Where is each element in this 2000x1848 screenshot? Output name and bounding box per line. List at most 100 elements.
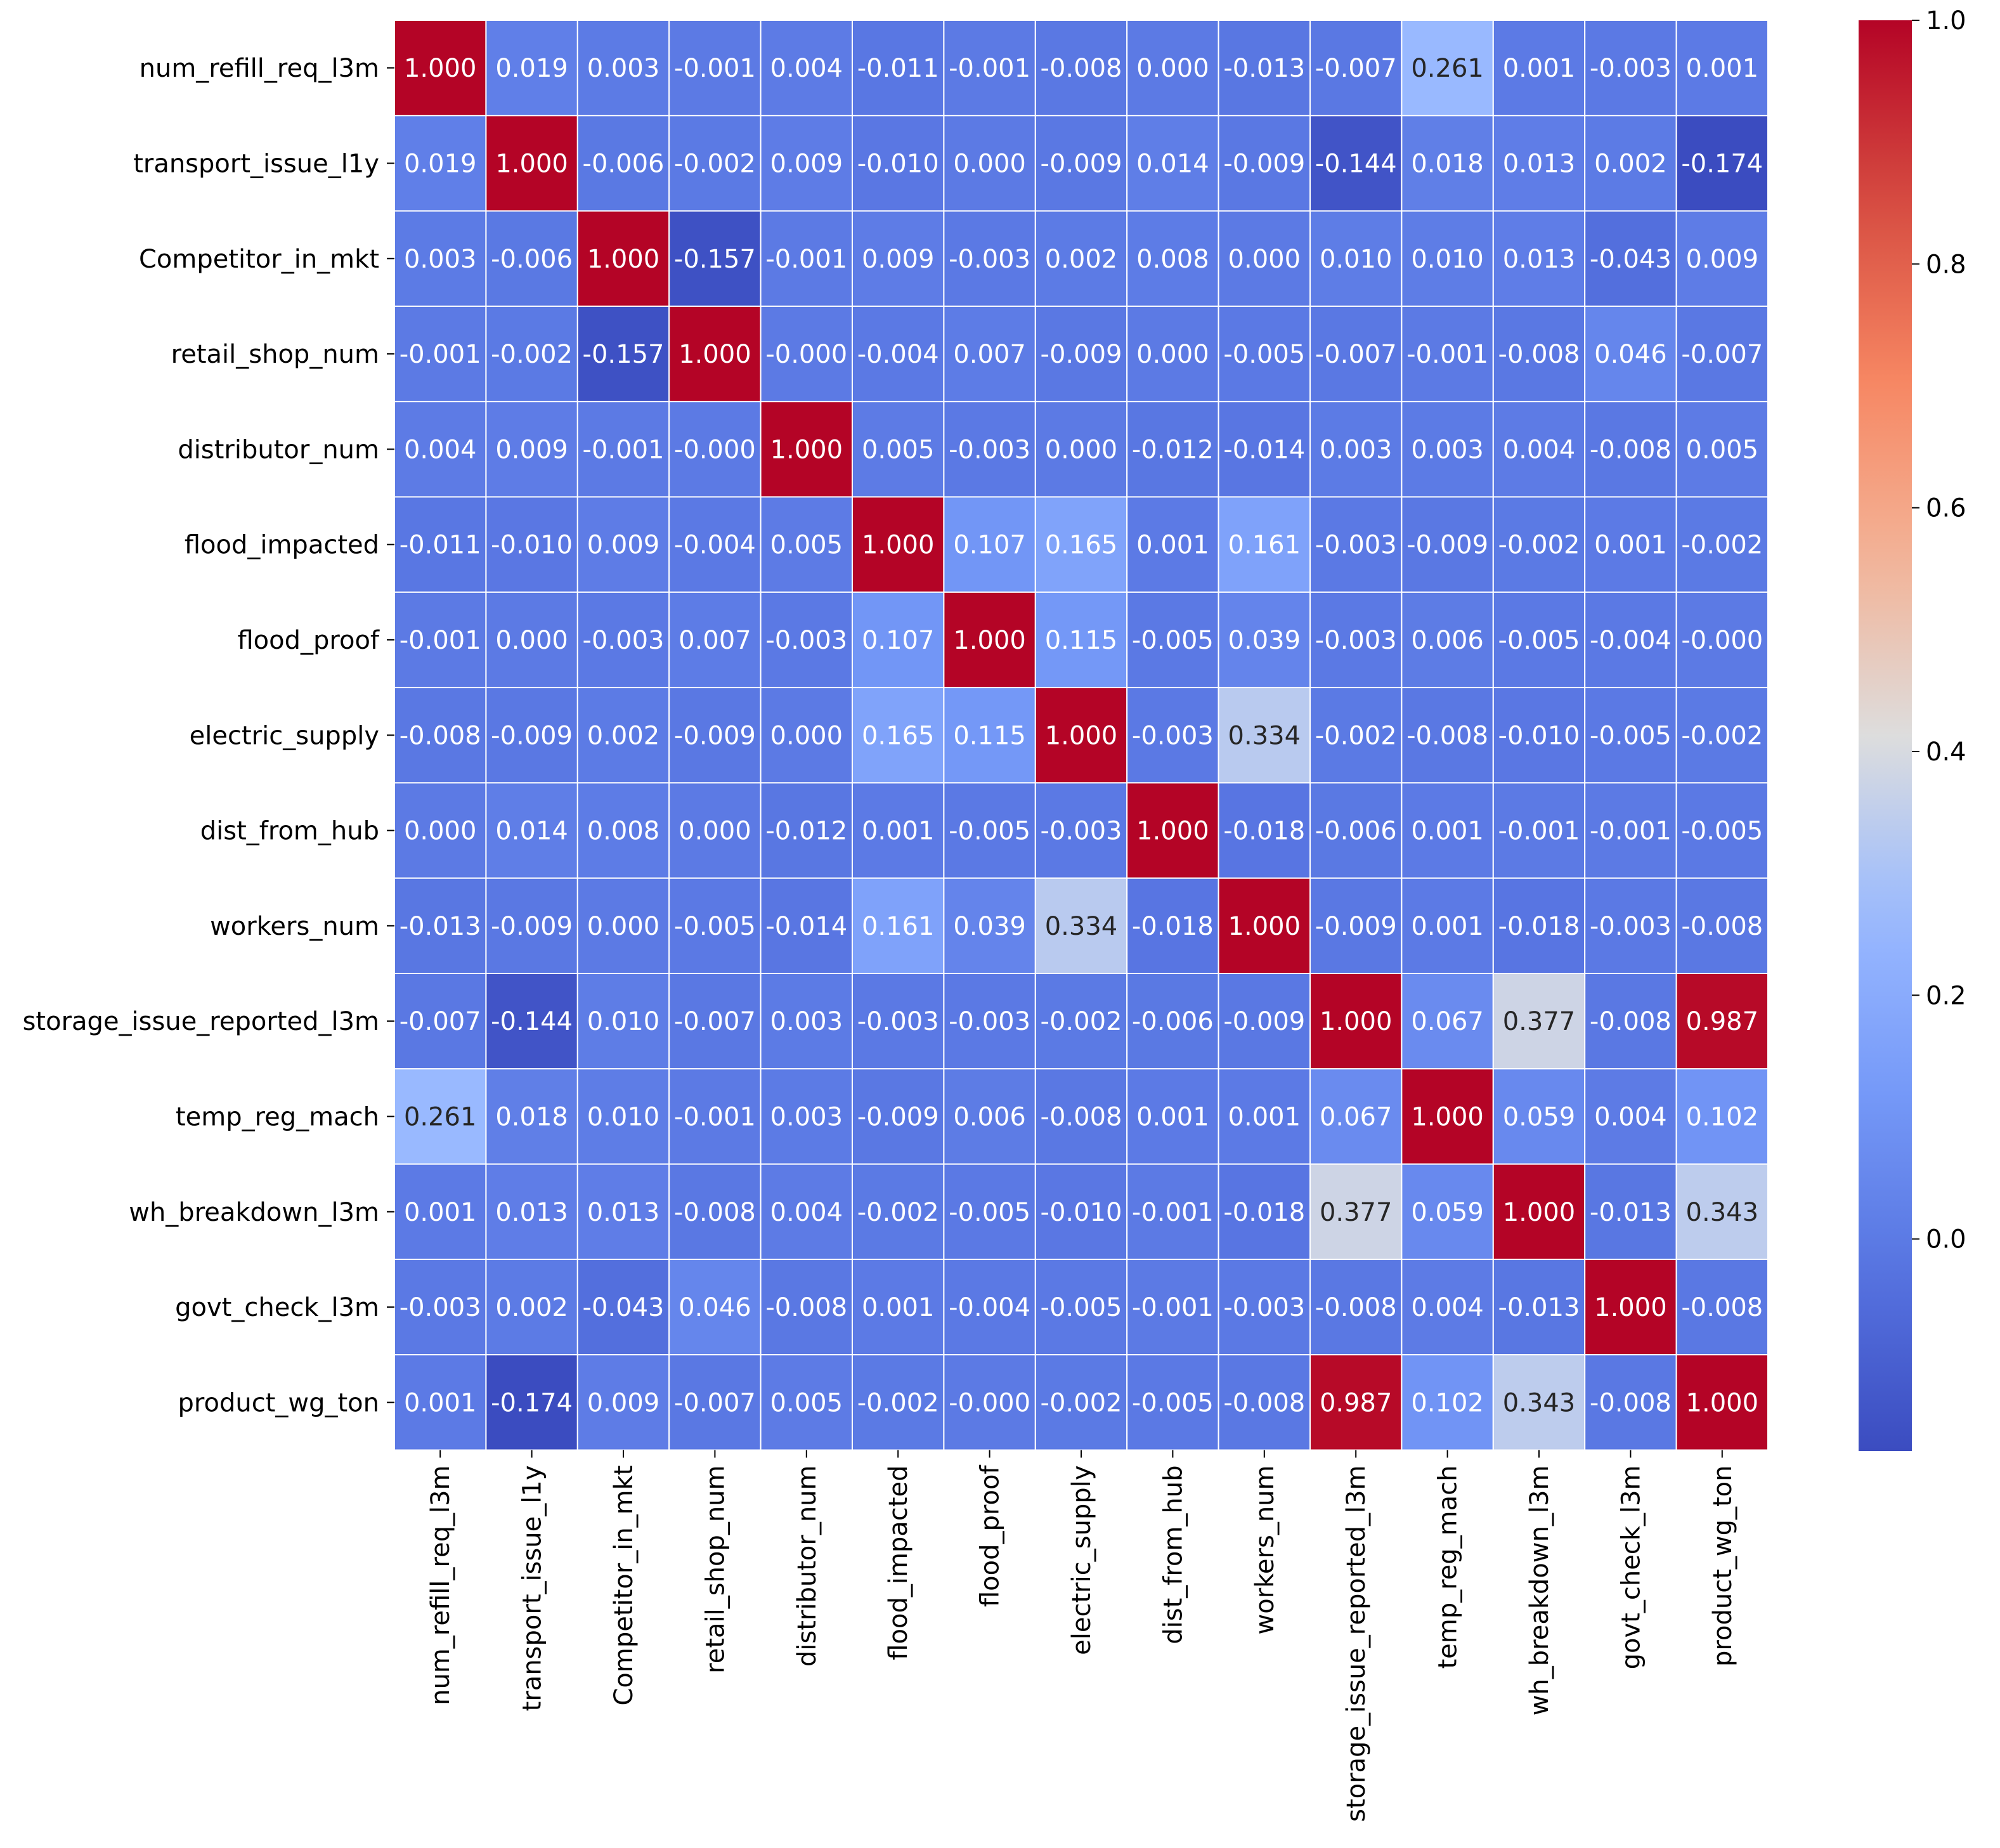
heatmap-cell: [1034, 1163, 1128, 1260]
cell-value-label: -0.001: [674, 1102, 756, 1131]
x-tick-label: dist_from_hub: [1159, 1466, 1188, 1644]
heatmap-cell: [1309, 1068, 1403, 1165]
cell-value-label: 0.014: [495, 817, 568, 846]
x-tick-label: num_refill_req_l3m: [426, 1466, 455, 1705]
cell-value-label: 0.005: [862, 435, 935, 464]
cell-value-label: -0.010: [1498, 721, 1580, 750]
cell-value-label: 0.000: [953, 149, 1026, 178]
colorbar-tick-label: 0.6: [1926, 494, 1966, 523]
heatmap-cell: [1492, 1163, 1586, 1260]
heatmap-cell: [1218, 115, 1311, 212]
heatmap-cell: [1218, 305, 1311, 403]
cell-value-label: 0.987: [1320, 1388, 1393, 1417]
heatmap-cell: [1675, 305, 1769, 403]
heatmap-cell: [485, 782, 578, 879]
heatmap-cell-labels: 1.000 0.019 0.003 -0.001 0.004 -0.011 -0.001 -0…: [399, 54, 1763, 1417]
cell-value-label: 0.161: [1228, 531, 1301, 560]
cell-value-label: -0.003: [1590, 54, 1672, 83]
cell-value-label: 0.001: [1411, 912, 1484, 941]
cell-value-label: -0.002: [1041, 1388, 1122, 1417]
heatmap-cell: [1401, 782, 1494, 879]
heatmap-cell: [1584, 973, 1677, 1070]
heatmap-cell: [852, 1163, 945, 1260]
heatmap-cell: [1126, 20, 1219, 117]
cell-value-label: 0.987: [1686, 1007, 1759, 1036]
cell-value-label: -0.018: [1223, 1198, 1305, 1227]
heatmap-cell: [1309, 591, 1403, 689]
cell-value-label: -0.014: [1223, 435, 1305, 464]
heatmap-cell: [1401, 1163, 1494, 1260]
heatmap-cell: [1584, 210, 1677, 307]
heatmap-cell: [576, 782, 670, 879]
heatmap-cell: [1218, 1163, 1311, 1260]
cell-value-label: 0.005: [770, 1388, 843, 1417]
cell-value-label: -0.013: [1223, 54, 1305, 83]
cell-value-label: -0.018: [1498, 912, 1580, 941]
heatmap-cell: [485, 115, 578, 212]
cell-value-label: -0.002: [857, 1198, 939, 1227]
cell-value-label: 0.261: [1411, 54, 1484, 83]
cell-value-label: 0.009: [1686, 245, 1759, 274]
heatmap-cell: [1584, 782, 1677, 879]
heatmap-cell: [943, 115, 1036, 212]
heatmap-cell: [943, 877, 1036, 974]
cell-value-label: 0.059: [1411, 1198, 1484, 1227]
cell-value-label: 0.003: [1320, 435, 1393, 464]
cell-value-label: 0.261: [404, 1102, 477, 1131]
cell-value-label: -0.006: [1132, 1007, 1214, 1036]
cell-value-label: -0.009: [674, 721, 756, 750]
heatmap-cell: [1675, 20, 1769, 117]
cell-value-label: 0.161: [862, 912, 935, 941]
heatmap-cell: [1675, 1354, 1769, 1451]
cell-value-label: -0.009: [1315, 912, 1397, 941]
heatmap-cell: [1034, 1258, 1128, 1356]
cell-value-label: -0.002: [857, 1388, 939, 1417]
cell-value-label: -0.001: [1406, 340, 1488, 369]
heatmap-cell: [1584, 115, 1677, 212]
cell-value-label: -0.005: [1132, 1388, 1214, 1417]
cell-value-label: -0.008: [674, 1198, 756, 1227]
cell-value-label: -0.004: [949, 1293, 1030, 1322]
cell-value-label: 0.107: [953, 531, 1026, 560]
heatmap-cell: [394, 877, 487, 974]
cell-value-label: -0.003: [399, 1293, 481, 1322]
heatmap-cell: [1401, 401, 1494, 498]
cell-value-label: 1.000: [1320, 1007, 1393, 1036]
cell-value-label: -0.003: [949, 245, 1030, 274]
heatmap-cell: [760, 1258, 853, 1356]
heatmap-cell: [394, 210, 487, 307]
cell-value-label: 1.000: [1594, 1293, 1667, 1322]
cell-value-label: -0.005: [1681, 817, 1763, 846]
heatmap-cell: [1492, 401, 1586, 498]
cell-value-label: -0.157: [674, 245, 756, 274]
cell-value-label: 0.009: [495, 435, 568, 464]
cell-value-label: -0.009: [491, 721, 573, 750]
cell-value-label: 0.000: [679, 817, 751, 846]
cell-value-label: -0.001: [583, 435, 665, 464]
cell-value-label: -0.008: [1590, 1007, 1672, 1036]
cell-value-label: -0.004: [674, 531, 756, 560]
heatmap-cell: [1309, 687, 1403, 784]
cell-value-label: 0.115: [1045, 626, 1118, 655]
cell-value-label: -0.013: [399, 912, 481, 941]
y-tick-label: temp_reg_mach: [176, 1102, 379, 1131]
heatmap-cell: [760, 1163, 853, 1260]
cell-value-label: 0.000: [404, 817, 477, 846]
cell-value-label: 0.001: [1686, 54, 1759, 83]
x-tick-label: flood_proof: [976, 1465, 1005, 1607]
heatmap-cell: [485, 20, 578, 117]
y-tick-label: wh_breakdown_l3m: [129, 1198, 379, 1227]
cell-value-label: -0.043: [1590, 245, 1672, 274]
heatmap-cell: [1675, 591, 1769, 689]
cell-value-label: 0.001: [862, 1293, 935, 1322]
cell-value-label: -0.000: [674, 435, 756, 464]
cell-value-label: -0.005: [674, 912, 756, 941]
heatmap-cell: [485, 401, 578, 498]
cell-value-label: -0.001: [1590, 817, 1672, 846]
cell-value-label: -0.011: [399, 531, 481, 560]
heatmap-cell: [1126, 591, 1219, 689]
cell-value-label: -0.005: [1223, 340, 1305, 369]
cell-value-label: -0.001: [674, 54, 756, 83]
heatmap-cell: [943, 687, 1036, 784]
